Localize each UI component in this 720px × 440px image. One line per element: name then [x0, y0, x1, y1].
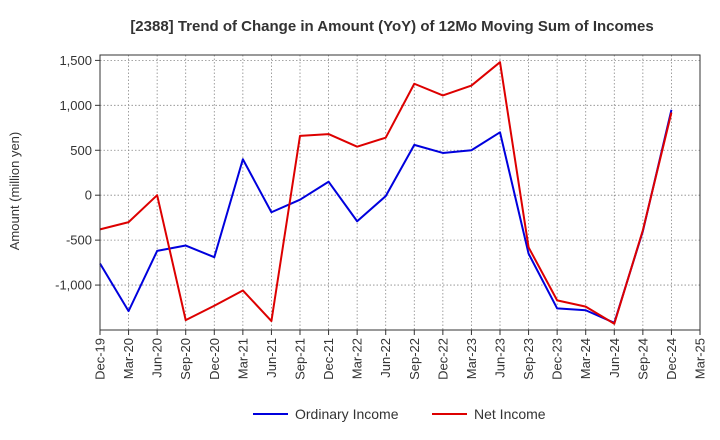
y-tick-label: 500: [70, 143, 92, 158]
x-tick-label: Sep-20: [178, 338, 193, 380]
x-tick-label: Jun-22: [378, 338, 393, 378]
x-tick-label: Jun-20: [150, 338, 165, 378]
x-tick-label: Sep-24: [635, 338, 650, 380]
y-tick-label: 1,000: [59, 98, 92, 113]
x-tick-label: Jun-24: [607, 338, 622, 378]
grid: [100, 55, 700, 330]
x-tick-label: Mar-24: [578, 338, 593, 379]
x-tick-label: Jun-23: [493, 338, 508, 378]
legend-label-net-income: Net Income: [474, 406, 546, 422]
x-tick-label: Mar-21: [235, 338, 250, 379]
y-tick-labels: 1,500 1,000 500 0 -500 -1,000: [55, 53, 100, 293]
y-tick-label: -1,000: [55, 278, 92, 293]
x-tick-label: Mar-22: [350, 338, 365, 379]
series-lines: [99, 61, 673, 325]
plot-frame: [99, 54, 701, 331]
x-tick-label: Sep-22: [407, 338, 422, 380]
y-tick-label: -500: [66, 233, 92, 248]
x-tick-label: Dec-19: [93, 338, 108, 380]
legend-label-ordinary-income: Ordinary Income: [295, 406, 399, 422]
y-axis-label: Amount (million yen): [7, 132, 22, 251]
y-tick-label: 0: [85, 188, 92, 203]
x-tick-label: Mar-23: [464, 338, 479, 379]
series-line-ordinary-income: [99, 109, 673, 324]
x-tick-label: Dec-24: [664, 338, 679, 380]
legend: Ordinary Income Net Income: [253, 406, 546, 422]
chart-title: [2388] Trend of Change in Amount (YoY) o…: [130, 18, 653, 35]
x-tick-labels: Dec-19 Mar-20 Jun-20 Sep-20 Dec-20 Mar-21 Jun-…: [93, 330, 708, 380]
x-tick-label: Dec-20: [207, 338, 222, 380]
x-tick-label: Dec-21: [321, 338, 336, 380]
x-tick-label: Dec-22: [435, 338, 450, 380]
x-tick-label: Mar-20: [121, 338, 136, 379]
x-tick-label: Sep-23: [521, 338, 536, 380]
y-tick-label: 1,500: [59, 53, 92, 68]
x-tick-label: Jun-21: [264, 338, 279, 378]
x-tick-label: Sep-21: [293, 338, 308, 380]
series-line-net-income: [99, 61, 673, 325]
x-tick-label: Mar-25: [693, 338, 708, 379]
x-tick-label: Dec-23: [550, 338, 565, 380]
